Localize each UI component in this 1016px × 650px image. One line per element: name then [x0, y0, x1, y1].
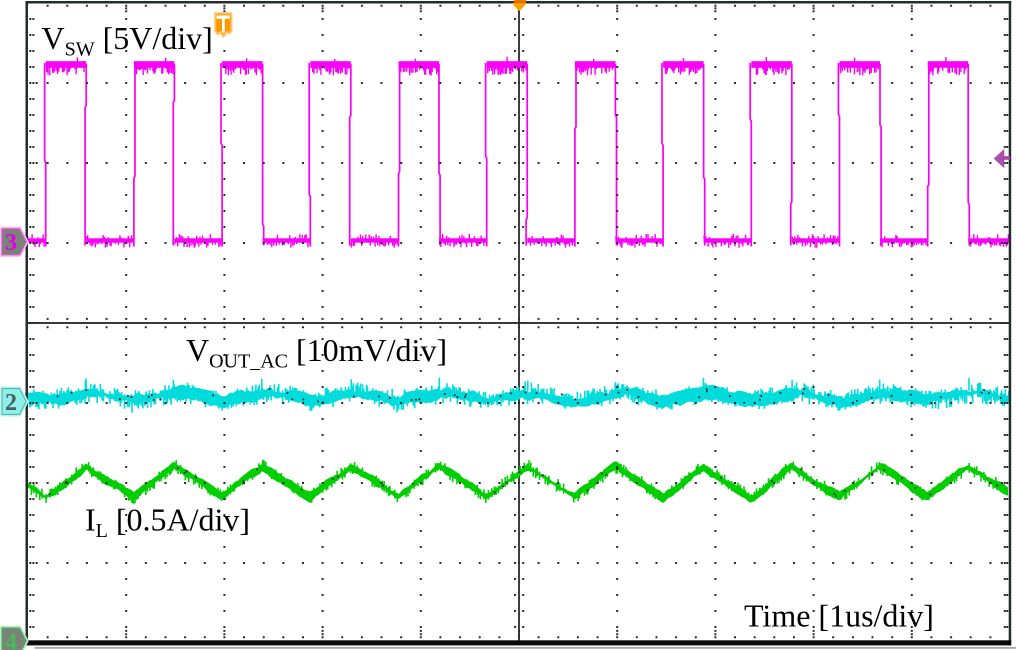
svg-text:4: 4 [5, 629, 17, 650]
svg-text:2: 2 [5, 390, 17, 416]
svg-text:3: 3 [5, 230, 17, 256]
svg-text:IL [0.5A/div]: IL [0.5A/div] [85, 501, 250, 542]
svg-text:Time [1us/div]: Time [1us/div] [744, 598, 934, 634]
